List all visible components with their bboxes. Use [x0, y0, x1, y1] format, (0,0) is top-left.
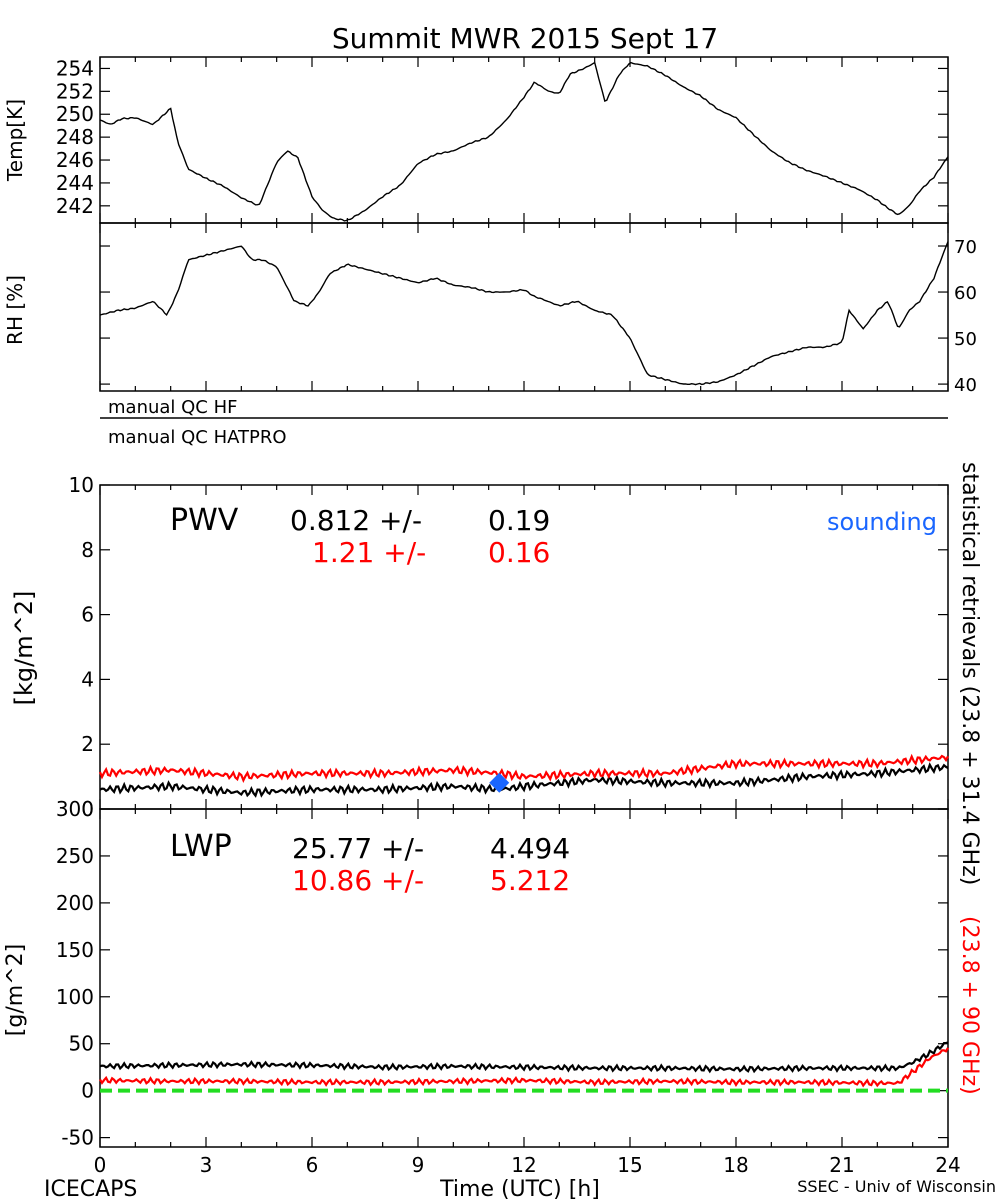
ytick-label-3-0: 300 [56, 797, 94, 821]
series-line-0-0 [99, 61, 949, 222]
lwp-label: LWP [170, 829, 232, 864]
rh-panel-frame [99, 222, 949, 392]
ytick-label-3-2: 200 [56, 891, 94, 915]
ytick-label-3-1: 250 [56, 844, 94, 868]
x-axis-label: Time (UTC) [h] [439, 1177, 600, 1200]
ytick-label-0-3: 248 [56, 125, 94, 149]
xtick-label-8: 24 [935, 1153, 960, 1177]
footer-left: ICECAPS [44, 1177, 137, 1200]
ytick-label-2-1: 8 [81, 538, 94, 562]
ytick-label-0-2: 250 [56, 102, 94, 126]
pwv-label: PWV [170, 503, 239, 538]
lwp-ylabel: [g/m^2] [3, 944, 28, 1036]
chart-title: Summit MWR 2015 Sept 17 [332, 22, 718, 55]
xtick-label-0: 0 [94, 1153, 107, 1177]
footer-right: SSEC - Univ of Wisconsin [797, 1177, 996, 1196]
ytick-label-1-0: 70 [954, 237, 977, 258]
ytick-label-2-3: 4 [81, 667, 94, 691]
xtick-label-4: 12 [511, 1153, 536, 1177]
temp-panel-frame [99, 56, 949, 224]
pwv-std-red: 0.16 [488, 536, 550, 569]
lwp-mean-black: 25.77 +/- [292, 832, 424, 865]
temp-ylabel: Temp[K] [3, 99, 27, 182]
ytick-label-0-1: 252 [56, 79, 94, 103]
series-line-1-0 [99, 241, 949, 386]
ytick-label-0-4: 246 [56, 148, 94, 172]
chart-marks: 2542522502482462442427060504010864203002… [56, 56, 977, 1177]
right-label-red: (23.8 + 90 GHz) [957, 916, 982, 1095]
ytick-label-2-2: 6 [81, 603, 94, 627]
ytick-label-0-5: 244 [56, 171, 94, 195]
ytick-label-3-5: 50 [69, 1032, 94, 1056]
pwv-mean-black: 0.812 +/- [290, 504, 422, 537]
xtick-label-1: 3 [200, 1153, 213, 1177]
ytick-label-2-4: 2 [81, 732, 94, 756]
sounding-marker [489, 772, 510, 793]
ytick-label-1-3: 40 [954, 375, 977, 396]
ytick-label-3-7: -50 [61, 1126, 94, 1150]
series-line-3-0 [99, 1041, 949, 1074]
series-line-2-0 [99, 762, 949, 798]
xtick-label-2: 6 [306, 1153, 319, 1177]
lwp-mean-red: 10.86 +/- [292, 864, 424, 897]
qc-hf-label: manual QC HF [108, 397, 237, 418]
xtick-label-3: 9 [412, 1153, 425, 1177]
xtick-label-7: 21 [829, 1153, 854, 1177]
ytick-label-3-3: 150 [56, 938, 94, 962]
rh-ylabel: RH [%] [3, 275, 27, 345]
ytick-label-2-0: 10 [69, 473, 94, 497]
pwv-std-black: 0.19 [488, 504, 550, 537]
ytick-label-3-6: 0 [81, 1079, 94, 1103]
series-line-2-1 [98, 753, 949, 784]
ytick-label-2-5: 0 [81, 797, 94, 821]
series-line-3-1 [99, 1047, 949, 1088]
qc-hatpro-label: manual QC HATPRO [108, 427, 287, 448]
xtick-label-5: 15 [617, 1153, 642, 1177]
ytick-label-3-4: 100 [56, 985, 94, 1009]
xtick-label-6: 18 [723, 1153, 748, 1177]
ytick-label-1-1: 60 [954, 283, 977, 304]
ytick-label-1-2: 50 [954, 329, 977, 350]
lwp-std-red: 5.212 [490, 864, 570, 897]
pwv-mean-red: 1.21 +/- [312, 536, 426, 569]
ytick-label-0-0: 254 [56, 56, 94, 80]
lwp-std-black: 4.494 [490, 832, 570, 865]
sounding-legend: sounding [827, 508, 937, 536]
right-label-black: statistical retrievals (23.8 + 31.4 GHz) [957, 462, 982, 885]
pwv-ylabel: [kg/m^2] [10, 591, 38, 706]
ytick-label-0-6: 242 [56, 194, 94, 218]
